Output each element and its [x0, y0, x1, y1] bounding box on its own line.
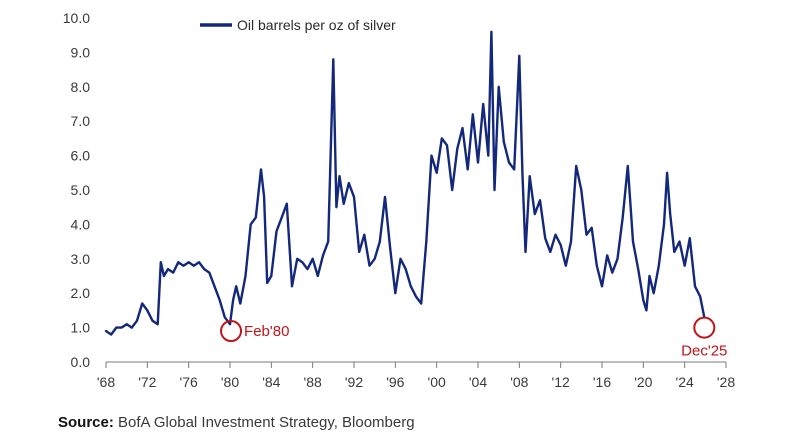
x-tick-label-9: '04: [469, 374, 487, 390]
annotation-group: Feb'80 Dec'25: [220, 316, 727, 360]
x-tick-label-8: '00: [428, 374, 446, 390]
y-tick-label-2: 2.0: [71, 285, 91, 301]
y-tick-label-5: 5.0: [71, 182, 91, 198]
y-axis: 0.0 1.0 2.0 3.0 4.0 5.0 6.0 7.0 8.0 9.0 10.0: [63, 10, 90, 370]
legend-label-0: Oil barrels per oz of silver: [237, 17, 396, 33]
x-tick-label-6: '92: [345, 374, 363, 390]
series-group: [104, 30, 706, 336]
x-tick-label-13: '20: [634, 374, 652, 390]
y-tick-label-4: 4.0: [71, 216, 91, 232]
y-tick-label-0: 0.0: [71, 354, 91, 370]
x-tick-label-1: '72: [138, 374, 156, 390]
x-tick-label-14: '24: [676, 374, 694, 390]
x-tick-label-2: '76: [180, 374, 198, 390]
x-tick-label-5: '88: [304, 374, 322, 390]
source-text: BofA Global Investment Strategy, Bloombe…: [118, 414, 415, 431]
series-line-0: [104, 30, 706, 336]
y-tick-label-7: 7.0: [71, 113, 91, 129]
chart: 0.0 1.0 2.0 3.0 4.0 5.0 6.0 7.0 8.0 9.0 10.0 '68 '7…: [63, 10, 736, 390]
annotation-label-0: Feb'80: [244, 323, 289, 340]
y-tick-label-3: 3.0: [71, 251, 91, 267]
x-tick-label-4: '84: [262, 374, 280, 390]
annotation-circle-0: [220, 320, 243, 343]
x-tick-label-7: '96: [386, 374, 404, 390]
x-tick-label-12: '16: [593, 374, 611, 390]
y-tick-label-1: 1.0: [71, 320, 91, 336]
y-tick-label-8: 8.0: [71, 79, 91, 95]
x-tick-label-15: '28: [717, 374, 735, 390]
annotation-circle-1: [693, 316, 716, 339]
x-tick-label-11: '12: [552, 374, 570, 390]
x-tick-label-3: '80: [221, 374, 239, 390]
x-tick-label-0: '68: [97, 374, 115, 390]
source-note: Source: BofA Global Investment Strategy,…: [58, 414, 415, 431]
y-tick-label-6: 6.0: [71, 148, 91, 164]
y-tick-label-9: 9.0: [71, 44, 91, 60]
x-tick-label-10: '08: [510, 374, 528, 390]
legend: Oil barrels per oz of silver: [200, 17, 396, 33]
x-axis: '68 '72 '76 '80 '84 '88 '92 '96 '00 '04 '08 '12 '16 '…: [97, 361, 735, 390]
source-label: Source:: [58, 414, 114, 431]
annotation-label-1: Dec'25: [681, 343, 727, 360]
y-tick-label-10: 10.0: [63, 10, 90, 26]
